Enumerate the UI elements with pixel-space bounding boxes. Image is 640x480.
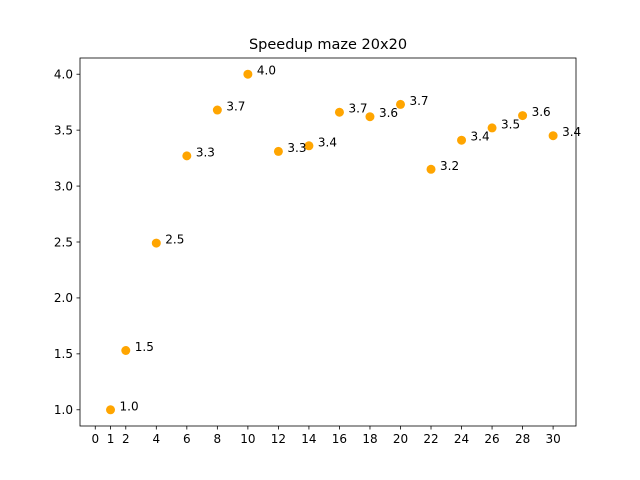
data-point-label: 3.7 (409, 94, 428, 108)
x-tick-label: 30 (545, 432, 560, 446)
x-tick-label: 16 (332, 432, 347, 446)
data-point-label: 3.5 (501, 117, 520, 131)
y-tick-label: 1.0 (54, 403, 73, 417)
x-tick-label: 4 (152, 432, 160, 446)
chart-title: Speedup maze 20x20 (249, 37, 407, 53)
data-point (243, 69, 253, 79)
data-point-label: 3.4 (471, 130, 490, 144)
data-point-label: 1.5 (135, 340, 154, 354)
data-point (106, 405, 116, 415)
y-tick-label: 3.0 (54, 179, 73, 193)
data-point-label: 3.2 (440, 159, 459, 173)
data-point-label: 2.5 (165, 233, 184, 247)
data-point (365, 112, 375, 122)
data-point (487, 123, 497, 133)
data-point (121, 345, 131, 355)
data-point (304, 141, 314, 151)
data-point (212, 105, 222, 115)
x-tick-label: 2 (122, 432, 130, 446)
data-point-label: 3.7 (348, 102, 367, 116)
data-point-label: 3.4 (562, 125, 581, 139)
y-tick-label: 2.5 (54, 235, 73, 249)
x-tick-label: 28 (515, 432, 530, 446)
x-tick-label: 20 (393, 432, 408, 446)
data-point-label: 1.0 (120, 399, 139, 413)
y-tick-label: 1.5 (54, 347, 73, 361)
data-point (395, 99, 405, 109)
data-points (106, 69, 558, 415)
data-point-label: 3.3 (287, 141, 306, 155)
data-point (426, 164, 436, 174)
x-tick-label: 22 (423, 432, 438, 446)
data-point (273, 146, 283, 156)
y-tick-label: 3.5 (54, 123, 73, 137)
data-point-label: 3.3 (196, 145, 215, 159)
y-tick-label: 4.0 (54, 68, 73, 82)
axes: 0 1 2 4 6 8 10 12 14 16 18 20 22 24 26 28 301.01.52.02.5… (54, 57, 577, 446)
y-tick-label: 2.0 (54, 291, 73, 305)
x-tick-label: 10 (240, 432, 255, 446)
x-tick-label: 18 (362, 432, 377, 446)
x-tick-label: 1 (107, 432, 115, 446)
data-point-label: 3.4 (318, 135, 337, 149)
data-labels: 1.0 1.5 2.5 3.3 3.7 4.0 3.3 3.4 3.7 3.6 3.7 3.2 3.4 3… (120, 64, 582, 414)
data-point (548, 131, 558, 141)
data-point (457, 135, 467, 145)
x-tick-label: 8 (214, 432, 222, 446)
data-point (334, 107, 344, 117)
data-point (518, 111, 528, 121)
data-point-label: 3.6 (532, 105, 551, 119)
data-point-label: 4.0 (257, 64, 276, 78)
data-point (182, 151, 192, 161)
x-tick-label: 6 (183, 432, 191, 446)
x-tick-label: 26 (484, 432, 499, 446)
x-tick-label: 14 (301, 432, 316, 446)
x-tick-label: 0 (91, 432, 99, 446)
data-point (151, 238, 161, 248)
x-tick-label: 24 (454, 432, 469, 446)
x-tick-label: 12 (271, 432, 286, 446)
data-point-label: 3.7 (226, 100, 245, 114)
data-point-label: 3.6 (379, 106, 398, 120)
